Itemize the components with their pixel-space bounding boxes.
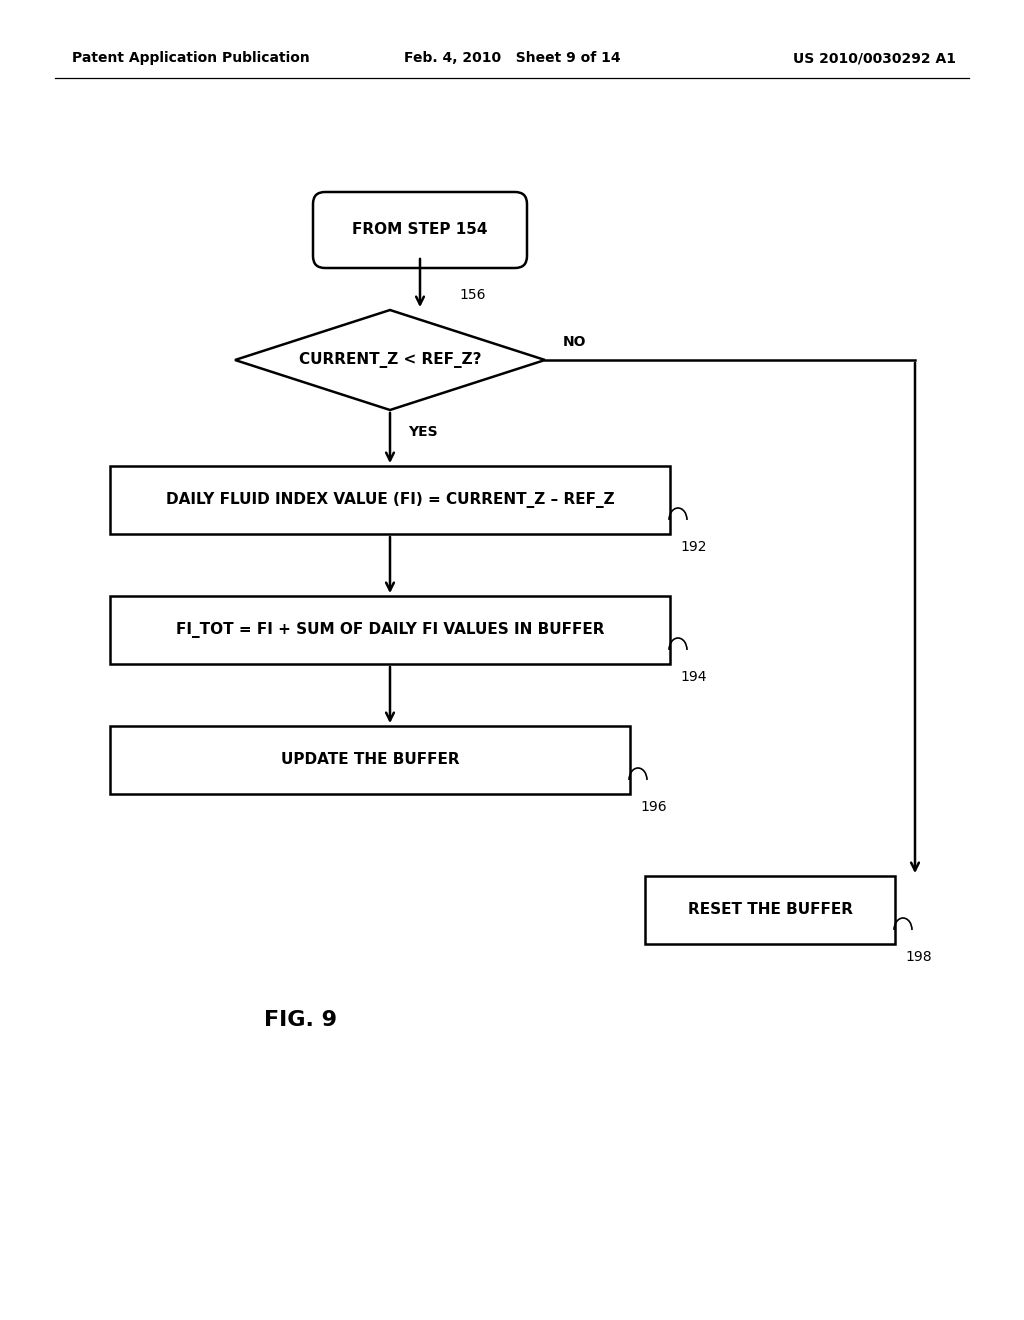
Text: 192: 192 (680, 540, 707, 554)
Text: Patent Application Publication: Patent Application Publication (72, 51, 309, 65)
Text: UPDATE THE BUFFER: UPDATE THE BUFFER (281, 752, 460, 767)
Text: 196: 196 (640, 800, 667, 814)
FancyBboxPatch shape (313, 191, 527, 268)
Text: US 2010/0030292 A1: US 2010/0030292 A1 (793, 51, 956, 65)
Text: YES: YES (408, 425, 437, 440)
Text: NO: NO (563, 335, 587, 348)
Bar (110, 466, 670, 535)
Text: FROM STEP 154: FROM STEP 154 (352, 223, 487, 238)
Text: RESET THE BUFFER: RESET THE BUFFER (687, 903, 853, 917)
Text: 194: 194 (680, 671, 707, 684)
Text: CURRENT_Z < REF_Z?: CURRENT_Z < REF_Z? (299, 352, 481, 368)
Text: Feb. 4, 2010   Sheet 9 of 14: Feb. 4, 2010 Sheet 9 of 14 (403, 51, 621, 65)
Polygon shape (234, 310, 545, 411)
Text: 156: 156 (460, 288, 486, 302)
Text: DAILY FLUID INDEX VALUE (FI) = CURRENT_Z – REF_Z: DAILY FLUID INDEX VALUE (FI) = CURRENT_Z… (166, 492, 614, 508)
Text: FIG. 9: FIG. 9 (263, 1010, 337, 1030)
Bar (645, 876, 895, 944)
Text: FI_TOT = FI + SUM OF DAILY FI VALUES IN BUFFER: FI_TOT = FI + SUM OF DAILY FI VALUES IN … (176, 622, 604, 638)
Bar (110, 597, 670, 664)
Text: 198: 198 (905, 950, 932, 964)
Bar (110, 726, 630, 795)
